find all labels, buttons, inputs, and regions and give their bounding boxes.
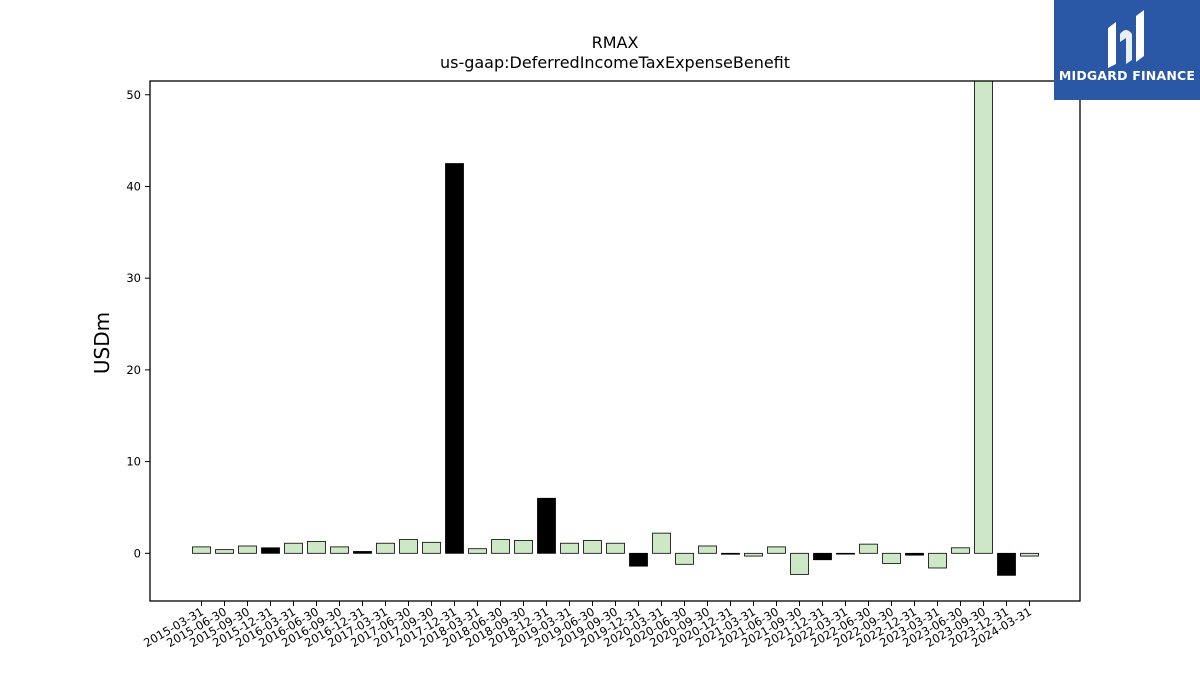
bars [192,80,1039,576]
bar-2024-03-31 [1020,552,1039,557]
bar-2021-06-30 [767,546,786,554]
bar-2019-12-31 [629,552,648,567]
bar-2021-12-31 [813,552,832,561]
bar-2022-09-30 [882,552,901,564]
chart-subtitle: us-gaap:DeferredIncomeTaxExpenseBenefit [440,53,790,72]
y-tick-label: 20 [126,363,141,377]
logo-text: MIDGARD FINANCE [1058,68,1196,83]
bar-2017-09-30 [422,541,441,554]
bar-2019-09-30 [606,542,625,554]
bar-2023-12-31 [997,552,1016,576]
bar-2023-06-30 [951,547,970,554]
y-tick-label: 0 [134,546,141,560]
bar-2018-09-30 [514,540,533,554]
bar-2020-06-30 [675,552,694,565]
bar-2019-06-30 [583,540,602,554]
bar-2017-12-31 [445,163,464,554]
bar-2022-12-31 [905,552,924,556]
y-tick-label: 10 [126,455,141,469]
bar-2018-12-31 [537,497,556,554]
bar-2021-09-30 [790,552,809,575]
y-tick-label: 40 [126,179,141,193]
plot-frame [149,80,1081,602]
bar-2017-06-30 [399,539,418,554]
bar-2016-12-31 [353,551,372,554]
bar-2018-03-31 [468,548,487,554]
bar-2022-03-31 [836,552,855,555]
bar-2020-12-31 [721,552,740,555]
bar-2022-06-30 [859,543,878,554]
bar-2015-06-30 [215,549,234,554]
x-axis: 2015-03-312015-06-302015-09-302015-12-31… [141,601,1034,650]
y-axis: 0 10 20 30 40 50 [126,88,150,560]
y-tick-label: 50 [126,88,141,102]
bar-2018-06-30 [491,539,510,554]
bar-2020-03-31 [652,532,671,554]
bar-2016-09-30 [330,546,349,554]
bar-2015-03-31 [192,546,211,554]
bar-2017-03-31 [376,542,395,554]
bar-2023-03-31 [928,552,947,569]
bar-2015-12-31 [261,547,280,554]
bar-2019-03-31 [560,542,579,554]
bar-2016-03-31 [284,542,303,554]
bar-2015-09-30 [238,545,257,554]
midgard-logo: MIDGARD FINANCE [1054,0,1200,100]
y-axis-label: USDm [90,312,114,374]
bar-2023-09-30 [974,80,993,554]
chart-title: RMAX [592,33,639,52]
bar-2021-03-31 [744,552,763,557]
y-tick-label: 30 [126,271,141,285]
bar-2016-06-30 [307,540,326,554]
midgard-logo-icon [1108,10,1144,68]
bar-2020-09-30 [698,545,717,554]
